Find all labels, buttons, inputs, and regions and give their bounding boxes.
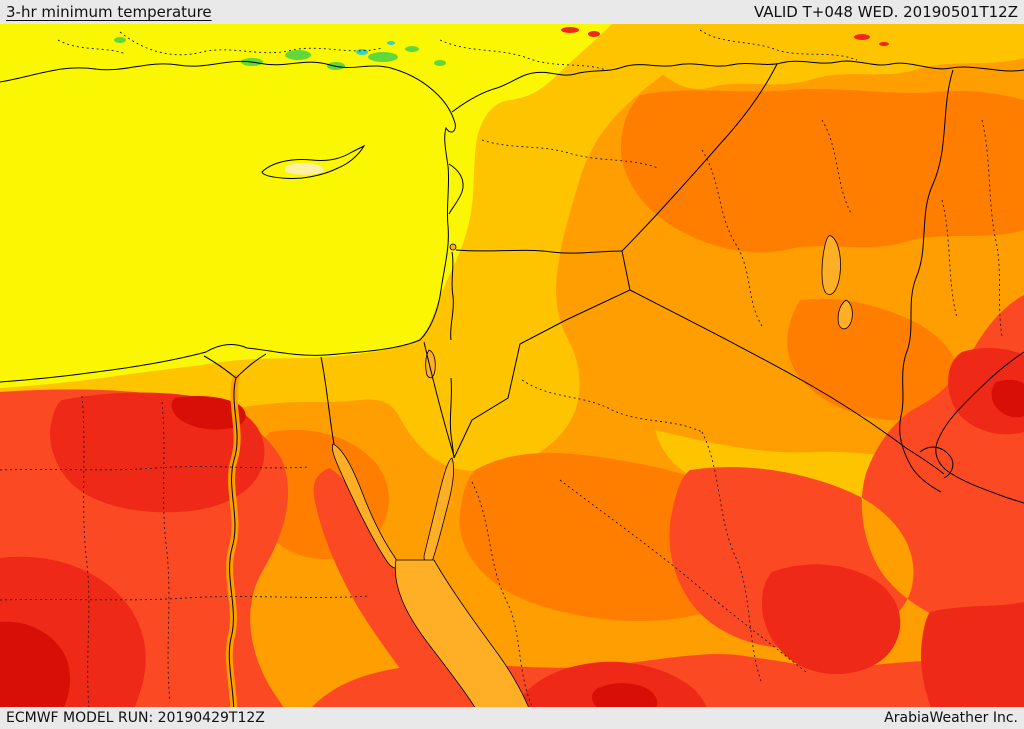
green-speck xyxy=(114,37,126,43)
green-speck xyxy=(368,52,398,62)
lebanon-border xyxy=(448,163,464,215)
water-bodies xyxy=(331,235,853,729)
cyprus-outline xyxy=(261,144,366,179)
lake-habbaniyah xyxy=(837,299,853,330)
teal-speck xyxy=(356,49,368,55)
teal-speck xyxy=(387,41,395,45)
model-run-label: ECMWF MODEL RUN: 20190429T12Z xyxy=(6,710,265,726)
dotted-borders-egypt xyxy=(0,395,371,709)
valid-time-label: VALID T+048 WED. 20190501T12Z xyxy=(753,3,1018,21)
lake-tharthar xyxy=(821,235,841,295)
dotted-borders-iraq-iran xyxy=(481,119,1003,337)
iran-iraq-border xyxy=(899,69,954,493)
turkey-southern-border xyxy=(451,60,1024,113)
deep-orange-regions xyxy=(253,89,1024,622)
gulf-of-suez xyxy=(331,443,401,569)
red-speck xyxy=(879,42,889,46)
nile-river xyxy=(203,353,267,729)
syria-jordan-border xyxy=(455,249,623,254)
iraq-saudi-border xyxy=(629,289,945,475)
mediterranean-coastline xyxy=(0,60,456,383)
green-speck xyxy=(434,60,446,66)
red-hot-cores xyxy=(0,27,1024,729)
map-title: 3-hr minimum temperature xyxy=(6,3,212,21)
persian-gulf-coast xyxy=(935,351,1024,504)
brand-label: ArabiaWeather Inc. xyxy=(884,710,1018,726)
footer-bar: ECMWF MODEL RUN: 20190429T12Z ArabiaWeat… xyxy=(0,707,1024,729)
green-speck xyxy=(285,50,311,60)
country-borders xyxy=(0,60,1024,504)
suez-canal xyxy=(320,356,335,445)
header-bar: 3-hr minimum temperature VALID T+048 WED… xyxy=(0,0,1024,24)
green-speck xyxy=(405,46,419,52)
jordan-valley-border xyxy=(449,251,455,459)
red-sea xyxy=(394,559,537,729)
egypt-israel-border xyxy=(423,341,455,457)
yellow-cool-region xyxy=(0,24,612,388)
sea-of-galilee xyxy=(449,243,457,251)
red-core-shapes xyxy=(0,348,1024,729)
dotted-admin-borders xyxy=(0,29,1003,709)
red-speck xyxy=(561,27,579,33)
red-speck xyxy=(854,34,870,40)
cream-patch-cyprus xyxy=(285,163,324,175)
syria-iraq-border xyxy=(621,63,778,252)
red-speck xyxy=(588,31,600,37)
